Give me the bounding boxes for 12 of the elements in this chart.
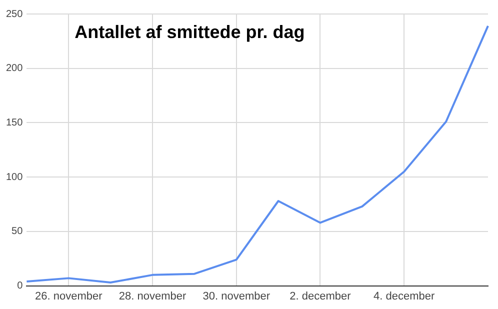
y-tick-label: 100 <box>6 172 24 183</box>
y-tick-label: 50 <box>12 226 24 238</box>
x-tick-label: 30. november <box>202 290 270 302</box>
x-tick-label: 4. december <box>374 290 436 302</box>
y-tick-label: 250 <box>6 8 24 20</box>
y-tick-label: 200 <box>6 63 24 74</box>
x-tick-label: 28. november <box>118 290 186 302</box>
x-tick-label: 26. november <box>34 290 103 302</box>
y-tick-label: 150 <box>6 117 24 128</box>
text: Antallet af smittede pr. dag <box>74 22 305 42</box>
x-tick-label: 2. december <box>290 290 352 302</box>
y-tick-label: 0 <box>17 280 24 292</box>
